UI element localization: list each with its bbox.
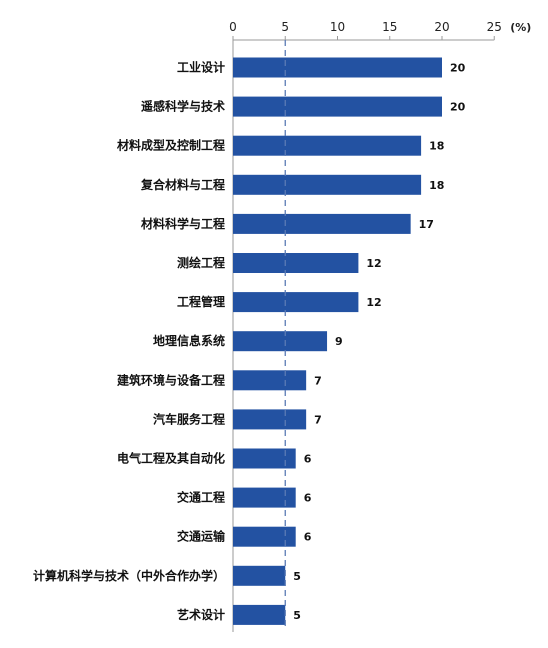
category-label: 建筑环境与设备工程 <box>116 372 225 387</box>
category-label: 汽车服务工程 <box>153 411 225 426</box>
bar <box>233 253 359 273</box>
data-label: 9 <box>335 335 343 348</box>
category-label: 测绘工程 <box>177 255 225 270</box>
data-label: 6 <box>304 492 312 505</box>
x-tick-label: 15 <box>382 20 397 34</box>
data-label: 17 <box>419 218 434 231</box>
bar <box>233 57 442 78</box>
bar <box>233 213 411 234</box>
bar <box>233 487 296 508</box>
data-label: 6 <box>304 531 312 544</box>
data-label: 5 <box>293 570 301 583</box>
category-label: 地理信息系统 <box>153 333 225 348</box>
bar <box>233 526 296 547</box>
data-label: 5 <box>293 609 301 622</box>
data-label: 6 <box>304 453 312 466</box>
category-label: 交通工程 <box>177 490 225 505</box>
category-label: 工业设计 <box>177 60 225 75</box>
data-label: 20 <box>450 62 466 75</box>
bar <box>233 174 422 195</box>
data-label: 18 <box>429 140 444 153</box>
category-label: 艺术设计 <box>177 607 225 622</box>
bar <box>233 604 286 625</box>
data-label: 18 <box>429 179 444 192</box>
bar <box>233 292 359 313</box>
data-label: 12 <box>366 257 381 270</box>
x-tick-label: 0 <box>229 20 237 34</box>
bar <box>233 409 307 430</box>
x-tick-label: 20 <box>434 20 449 34</box>
x-tick-label: 25 <box>487 20 502 34</box>
unit-label: (%) <box>510 21 531 34</box>
bar <box>233 565 286 586</box>
bar <box>233 135 422 156</box>
category-label: 材料科学与工程 <box>140 216 225 231</box>
bar <box>233 370 307 391</box>
category-label: 工程管理 <box>177 294 225 309</box>
data-label: 20 <box>450 101 466 114</box>
bar <box>233 96 442 117</box>
bar <box>233 448 296 469</box>
category-labels: 工业设计遥感科学与技术材料成型及控制工程复合材料与工程材料科学与工程测绘工程工程… <box>33 60 226 622</box>
x-tick-label: 5 <box>281 20 289 34</box>
category-label: 材料成型及控制工程 <box>116 138 225 153</box>
category-label: 电气工程及其自动化 <box>117 451 225 466</box>
bar <box>233 331 328 352</box>
category-label: 复合材料与工程 <box>140 177 225 192</box>
x-tick-label: 10 <box>330 20 345 34</box>
data-label: 12 <box>366 296 381 309</box>
category-label: 计算机科学与技术（中外合作办学） <box>33 568 225 583</box>
bars: 20 20 18 18 17 12 12 9 7 7 6 6 6 5 5 <box>233 40 466 626</box>
data-label: 7 <box>314 374 322 387</box>
category-label: 交通运输 <box>177 529 226 544</box>
category-label: 遥感科学与技术 <box>141 99 225 114</box>
data-label: 7 <box>314 413 322 426</box>
